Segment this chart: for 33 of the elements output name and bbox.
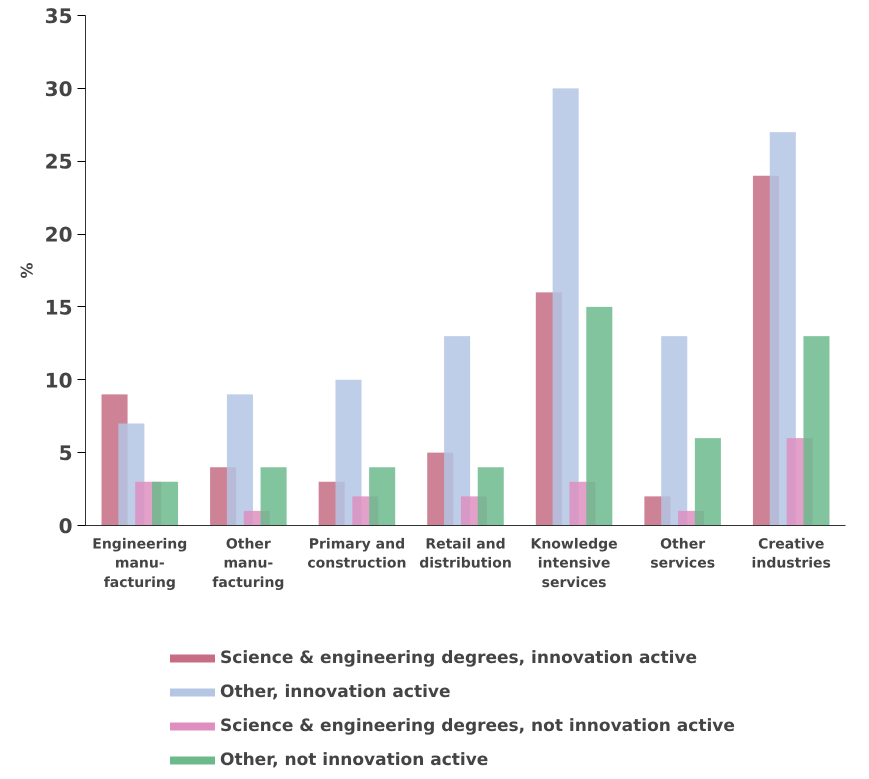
bar: [803, 336, 830, 526]
legend-label: Science & engineering degrees, innovation active: [220, 648, 698, 668]
y-tick-label: 35: [44, 4, 73, 28]
bar: [226, 394, 253, 526]
y-tick-label: 20: [44, 222, 73, 247]
bar: [335, 380, 362, 526]
bar: [478, 467, 504, 526]
x-tick-label: Engineering manu- facturing: [92, 536, 188, 591]
x-tick-label: Knowledge intensive services: [530, 536, 618, 591]
y-tick-label: 15: [44, 295, 73, 320]
x-tick-label: Other services: [650, 536, 716, 572]
bar: [694, 438, 721, 526]
legend-label: Other, innovation active: [220, 682, 451, 702]
bar: [770, 132, 796, 526]
y-axis-title: %: [18, 262, 37, 279]
legend-label: Other, not innovation active: [220, 750, 488, 770]
legend-label: Science & engineering degrees, not innovation active: [220, 716, 735, 736]
y-tick-label: 0: [58, 514, 73, 538]
bar: [444, 336, 470, 526]
bar: [369, 467, 396, 526]
bar: [152, 482, 178, 526]
x-tick-label: Primary and construction: [307, 536, 407, 572]
y-tick-label: 5: [58, 441, 73, 466]
x-tick-label: Other manu- facturing: [212, 536, 284, 591]
bar: [661, 336, 688, 526]
x-tick-label: Retail and distribution: [419, 536, 512, 572]
x-tick-label: Creative industries: [752, 536, 831, 572]
bar: [586, 306, 612, 526]
bar: [260, 467, 287, 526]
bar: [552, 88, 579, 526]
y-tick-label: 10: [44, 368, 73, 392]
y-tick-label: 30: [44, 76, 73, 101]
y-tick-label: 25: [44, 150, 73, 174]
